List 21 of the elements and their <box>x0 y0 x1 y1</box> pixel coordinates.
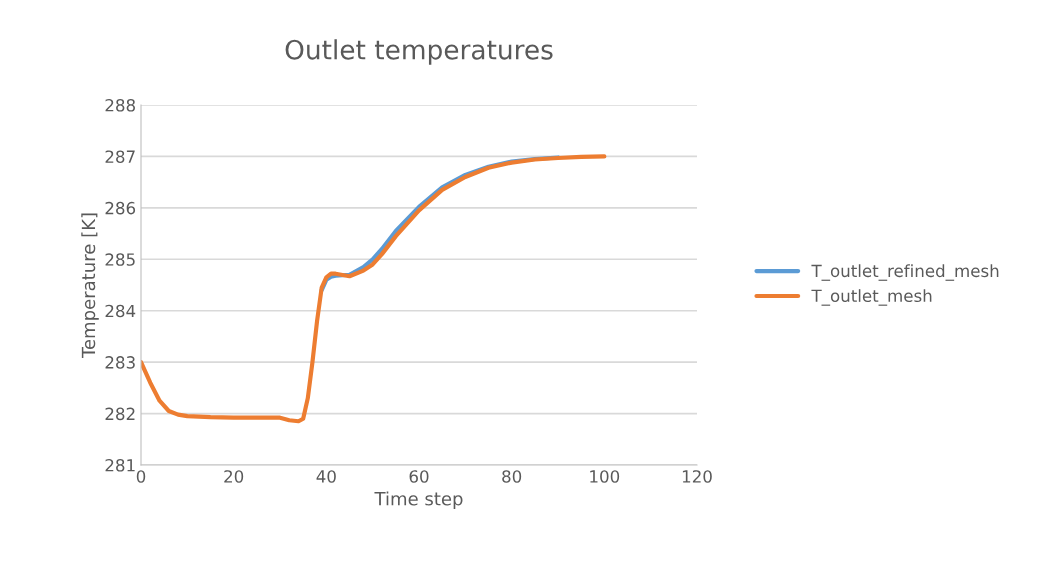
y-tick-label: 286 <box>105 201 136 215</box>
y-axis-title: Temperature [K] <box>81 213 99 359</box>
legend-label: T_outlet_mesh <box>811 289 932 306</box>
x-tick-label: 80 <box>502 470 522 483</box>
x-axis-title: Time step <box>374 491 463 510</box>
y-tick-label: 288 <box>105 98 135 112</box>
x-tick-label: 20 <box>224 470 244 483</box>
x-tick-label: 40 <box>316 470 336 483</box>
y-tick-label: 285 <box>105 253 135 266</box>
x-tick-label: 0 <box>136 470 146 483</box>
line-series <box>141 154 607 424</box>
y-tick-label: 283 <box>105 356 135 369</box>
x-tick-label: 120 <box>682 470 712 483</box>
chart-title: Outlet temperatures <box>285 39 553 65</box>
y-tick-label: 282 <box>105 407 135 421</box>
legend-label: T_outlet_refined_mesh <box>811 264 999 281</box>
y-tick-label: 284 <box>105 304 136 318</box>
y-tick-label: 287 <box>105 150 135 163</box>
x-tick-label: 60 <box>409 470 429 483</box>
x-tick-label: 100 <box>590 470 620 483</box>
y-tick-label: 281 <box>105 458 135 472</box>
